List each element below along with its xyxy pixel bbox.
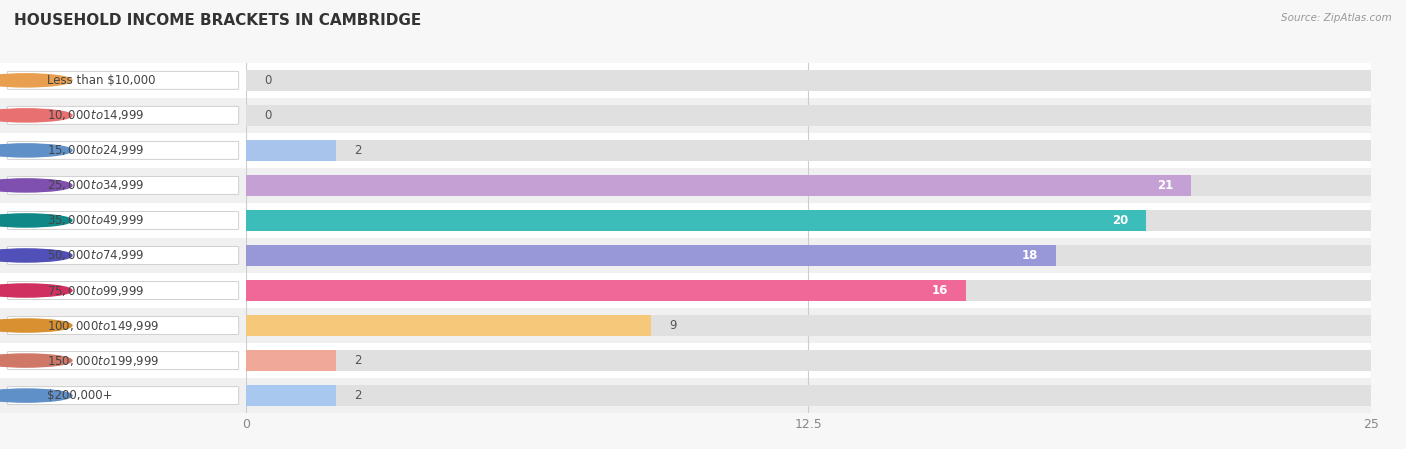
Bar <box>246 175 1371 196</box>
FancyBboxPatch shape <box>0 308 246 343</box>
Text: Source: ZipAtlas.com: Source: ZipAtlas.com <box>1281 13 1392 23</box>
Bar <box>246 245 1371 266</box>
FancyBboxPatch shape <box>246 308 1371 343</box>
FancyBboxPatch shape <box>246 378 1371 413</box>
Bar <box>246 350 1371 371</box>
Circle shape <box>0 144 72 157</box>
Text: $75,000 to $99,999: $75,000 to $99,999 <box>46 283 145 298</box>
FancyBboxPatch shape <box>0 273 246 308</box>
Bar <box>246 315 651 336</box>
Text: 2: 2 <box>354 354 361 367</box>
Text: $10,000 to $14,999: $10,000 to $14,999 <box>46 108 145 123</box>
Text: 2: 2 <box>354 389 361 402</box>
FancyBboxPatch shape <box>0 63 246 98</box>
FancyBboxPatch shape <box>7 247 239 264</box>
Bar <box>246 210 1146 231</box>
Bar <box>246 210 1371 231</box>
Bar <box>246 315 1371 336</box>
FancyBboxPatch shape <box>0 168 246 203</box>
Circle shape <box>0 284 72 297</box>
Text: Less than $10,000: Less than $10,000 <box>46 74 155 87</box>
FancyBboxPatch shape <box>0 238 246 273</box>
FancyBboxPatch shape <box>0 133 246 168</box>
FancyBboxPatch shape <box>7 317 239 335</box>
Bar <box>246 70 1371 91</box>
FancyBboxPatch shape <box>7 176 239 194</box>
FancyBboxPatch shape <box>246 98 1371 133</box>
Circle shape <box>0 249 72 262</box>
FancyBboxPatch shape <box>246 343 1371 378</box>
FancyBboxPatch shape <box>7 71 239 89</box>
Circle shape <box>0 354 72 367</box>
Circle shape <box>0 214 72 227</box>
FancyBboxPatch shape <box>246 63 1371 98</box>
FancyBboxPatch shape <box>7 141 239 159</box>
Text: 0: 0 <box>264 74 271 87</box>
FancyBboxPatch shape <box>246 273 1371 308</box>
Text: 0: 0 <box>264 109 271 122</box>
Bar <box>246 385 1371 406</box>
Bar <box>246 385 336 406</box>
FancyBboxPatch shape <box>0 203 246 238</box>
Bar <box>246 140 336 161</box>
Circle shape <box>0 389 72 402</box>
Text: HOUSEHOLD INCOME BRACKETS IN CAMBRIDGE: HOUSEHOLD INCOME BRACKETS IN CAMBRIDGE <box>14 13 422 28</box>
Text: 21: 21 <box>1157 179 1173 192</box>
FancyBboxPatch shape <box>246 238 1371 273</box>
FancyBboxPatch shape <box>0 378 246 413</box>
Bar <box>246 175 1191 196</box>
FancyBboxPatch shape <box>0 98 246 133</box>
Text: $200,000+: $200,000+ <box>46 389 112 402</box>
Bar <box>246 245 1056 266</box>
Bar <box>246 280 1371 301</box>
FancyBboxPatch shape <box>7 387 239 405</box>
FancyBboxPatch shape <box>246 168 1371 203</box>
FancyBboxPatch shape <box>7 352 239 370</box>
FancyBboxPatch shape <box>246 133 1371 168</box>
Circle shape <box>0 109 72 122</box>
Bar <box>246 105 1371 126</box>
Text: 2: 2 <box>354 144 361 157</box>
FancyBboxPatch shape <box>7 282 239 299</box>
Bar <box>246 280 966 301</box>
Text: $50,000 to $74,999: $50,000 to $74,999 <box>46 248 145 263</box>
Text: $100,000 to $149,999: $100,000 to $149,999 <box>46 318 159 333</box>
Circle shape <box>0 179 72 192</box>
Bar <box>246 140 1371 161</box>
FancyBboxPatch shape <box>246 203 1371 238</box>
Circle shape <box>0 319 72 332</box>
Bar <box>246 350 336 371</box>
Text: 16: 16 <box>932 284 948 297</box>
Text: 20: 20 <box>1112 214 1128 227</box>
Circle shape <box>0 74 72 87</box>
Text: $25,000 to $34,999: $25,000 to $34,999 <box>46 178 145 193</box>
FancyBboxPatch shape <box>0 343 246 378</box>
FancyBboxPatch shape <box>7 106 239 124</box>
Text: 9: 9 <box>669 319 676 332</box>
FancyBboxPatch shape <box>7 211 239 229</box>
Text: 18: 18 <box>1022 249 1038 262</box>
Text: $150,000 to $199,999: $150,000 to $199,999 <box>46 353 159 368</box>
Text: $15,000 to $24,999: $15,000 to $24,999 <box>46 143 145 158</box>
Text: $35,000 to $49,999: $35,000 to $49,999 <box>46 213 145 228</box>
